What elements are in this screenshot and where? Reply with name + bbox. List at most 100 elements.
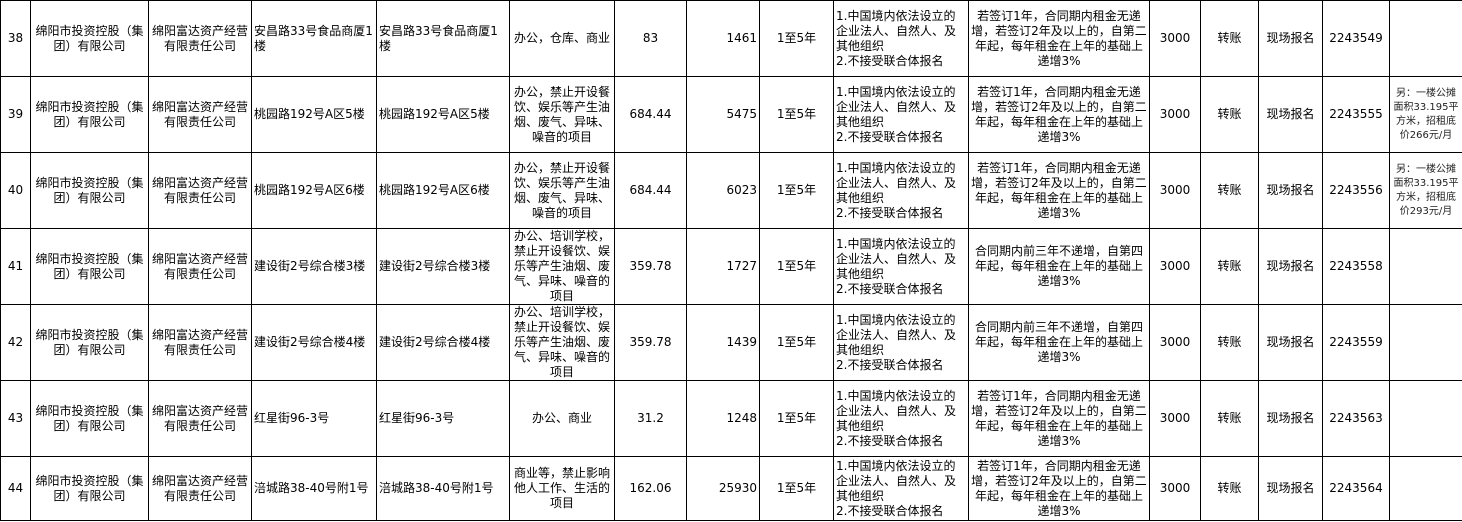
row-number: 42 (0, 304, 31, 381)
code-cell: 2243555 (1322, 76, 1390, 153)
property-cell: 建设街2号综合楼3楼 (376, 228, 510, 305)
use-cell: 办公，禁止开设餐饮、娱乐等产生油烟、废气、异味、噪音的项目 (509, 152, 615, 229)
term-cell: 1至5年 (759, 0, 834, 77)
registration-cell: 现场报名 (1258, 76, 1323, 153)
requirements-cell: 1.中国境内依法设立的企业法人、自然人、及其他组织 2.不接受联合体报名 (833, 380, 969, 457)
payment-cell: 转账 (1200, 152, 1259, 229)
owner-cell: 绵阳市投资控股（集团）有限公司 (30, 228, 149, 305)
row-number: 39 (0, 76, 31, 153)
increase-cell: 合同期内前三年不递增，自第四年起，每年租金在上年的基础上递增3% (968, 304, 1150, 381)
area-cell: 359.78 (614, 228, 687, 305)
note-cell: 另：一楼公摊面积33.195平方米，招租底价293元/月 (1389, 152, 1462, 229)
term-cell: 1至5年 (759, 456, 834, 521)
owner-cell: 绵阳市投资控股（集团）有限公司 (30, 380, 149, 457)
price-cell: 1248 (686, 380, 760, 457)
increase-cell: 若签订1年，合同期内租金无递增，若签订2年及以上的，自第二年起，每年租金在上年的… (968, 0, 1150, 77)
increase-cell: 若签订1年，合同期内租金无递增，若签订2年及以上的，自第二年起，每年租金在上年的… (968, 380, 1150, 457)
code-cell: 2243563 (1322, 380, 1390, 457)
code-cell: 2243556 (1322, 152, 1390, 229)
deposit-cell: 3000 (1149, 304, 1201, 381)
payment-cell: 转账 (1200, 76, 1259, 153)
deposit-cell: 3000 (1149, 228, 1201, 305)
payment-cell: 转账 (1200, 456, 1259, 521)
registration-cell: 现场报名 (1258, 228, 1323, 305)
deposit-cell: 3000 (1149, 456, 1201, 521)
note-cell (1389, 380, 1462, 457)
requirements-cell: 1.中国境内依法设立的企业法人、自然人、及其他组织 2.不接受联合体报名 (833, 76, 969, 153)
term-cell: 1至5年 (759, 152, 834, 229)
area-cell: 162.06 (614, 456, 687, 521)
table-row: 44 绵阳市投资控股（集团）有限公司 绵阳富达资产经营有限责任公司 涪城路38-… (0, 456, 1462, 521)
property-cell: 桃园路192号A区5楼 (376, 76, 510, 153)
property-cell: 安昌路33号食品商厦1楼 (376, 0, 510, 77)
location-cell: 涪城路38-40号附1号 (251, 456, 377, 521)
registration-cell: 现场报名 (1258, 380, 1323, 457)
area-cell: 31.2 (614, 380, 687, 457)
use-cell: 商业等，禁止影响他人工作、生活的项目 (509, 456, 615, 521)
increase-cell: 若签订1年，合同期内租金无递增，若签订2年及以上的，自第二年起，每年租金在上年的… (968, 152, 1150, 229)
manager-cell: 绵阳富达资产经营有限责任公司 (148, 304, 252, 381)
table-row: 38 绵阳市投资控股（集团）有限公司 绵阳富达资产经营有限责任公司 安昌路33号… (0, 0, 1462, 77)
price-cell: 5475 (686, 76, 760, 153)
note-cell (1389, 304, 1462, 381)
area-cell: 359.78 (614, 304, 687, 381)
increase-cell: 若签订1年，合同期内租金无递增，若签订2年及以上的，自第二年起，每年租金在上年的… (968, 456, 1150, 521)
owner-cell: 绵阳市投资控股（集团）有限公司 (30, 76, 149, 153)
deposit-cell: 3000 (1149, 380, 1201, 457)
payment-cell: 转账 (1200, 228, 1259, 305)
term-cell: 1至5年 (759, 380, 834, 457)
location-cell: 桃园路192号A区5楼 (251, 76, 377, 153)
owner-cell: 绵阳市投资控股（集团）有限公司 (30, 152, 149, 229)
owner-cell: 绵阳市投资控股（集团）有限公司 (30, 0, 149, 77)
term-cell: 1至5年 (759, 304, 834, 381)
property-cell: 建设街2号综合楼4楼 (376, 304, 510, 381)
payment-cell: 转账 (1200, 0, 1259, 77)
location-cell: 建设街2号综合楼3楼 (251, 228, 377, 305)
payment-cell: 转账 (1200, 304, 1259, 381)
term-cell: 1至5年 (759, 76, 834, 153)
note-cell (1389, 0, 1462, 77)
code-cell: 2243564 (1322, 456, 1390, 521)
price-cell: 1727 (686, 228, 760, 305)
requirements-cell: 1.中国境内依法设立的企业法人、自然人、及其他组织 2.不接受联合体报名 (833, 0, 969, 77)
table-row: 42 绵阳市投资控股（集团）有限公司 绵阳富达资产经营有限责任公司 建设街2号综… (0, 304, 1462, 381)
deposit-cell: 3000 (1149, 0, 1201, 77)
note-cell: 另：一楼公摊面积33.195平方米，招租底价266元/月 (1389, 76, 1462, 153)
use-cell: 办公、培训学校，禁止开设餐饮、娱乐等产生油烟、废气、异味、噪音的项目 (509, 304, 615, 381)
row-number: 43 (0, 380, 31, 457)
use-cell: 办公、培训学校，禁止开设餐饮、娱乐等产生油烟、废气、异味、噪音的项目 (509, 228, 615, 305)
manager-cell: 绵阳富达资产经营有限责任公司 (148, 152, 252, 229)
code-cell: 2243549 (1322, 0, 1390, 77)
note-cell (1389, 228, 1462, 305)
property-cell: 涪城路38-40号附1号 (376, 456, 510, 521)
location-cell: 桃园路192号A区6楼 (251, 152, 377, 229)
manager-cell: 绵阳富达资产经营有限责任公司 (148, 456, 252, 521)
manager-cell: 绵阳富达资产经营有限责任公司 (148, 76, 252, 153)
table-row: 39 绵阳市投资控股（集团）有限公司 绵阳富达资产经营有限责任公司 桃园路192… (0, 76, 1462, 153)
location-cell: 安昌路33号食品商厦1楼 (251, 0, 377, 77)
row-number: 40 (0, 152, 31, 229)
registration-cell: 现场报名 (1258, 0, 1323, 77)
payment-cell: 转账 (1200, 380, 1259, 457)
row-number: 44 (0, 456, 31, 521)
property-cell: 红星街96-3号 (376, 380, 510, 457)
note-cell (1389, 456, 1462, 521)
table-row: 41 绵阳市投资控股（集团）有限公司 绵阳富达资产经营有限责任公司 建设街2号综… (0, 228, 1462, 305)
price-cell: 1439 (686, 304, 760, 381)
row-number: 41 (0, 228, 31, 305)
area-cell: 83 (614, 0, 687, 77)
table-row: 43 绵阳市投资控股（集团）有限公司 绵阳富达资产经营有限责任公司 红星街96-… (0, 380, 1462, 457)
use-cell: 办公、商业 (509, 380, 615, 457)
row-number: 38 (0, 0, 31, 77)
owner-cell: 绵阳市投资控股（集团）有限公司 (30, 456, 149, 521)
deposit-cell: 3000 (1149, 152, 1201, 229)
use-cell: 办公，仓库、商业 (509, 0, 615, 77)
requirements-cell: 1.中国境内依法设立的企业法人、自然人、及其他组织 2.不接受联合体报名 (833, 456, 969, 521)
manager-cell: 绵阳富达资产经营有限责任公司 (148, 0, 252, 77)
term-cell: 1至5年 (759, 228, 834, 305)
increase-cell: 合同期内前三年不递增，自第四年起，每年租金在上年的基础上递增3% (968, 228, 1150, 305)
code-cell: 2243559 (1322, 304, 1390, 381)
requirements-cell: 1.中国境内依法设立的企业法人、自然人、及其他组织 2.不接受联合体报名 (833, 228, 969, 305)
location-cell: 建设街2号综合楼4楼 (251, 304, 377, 381)
